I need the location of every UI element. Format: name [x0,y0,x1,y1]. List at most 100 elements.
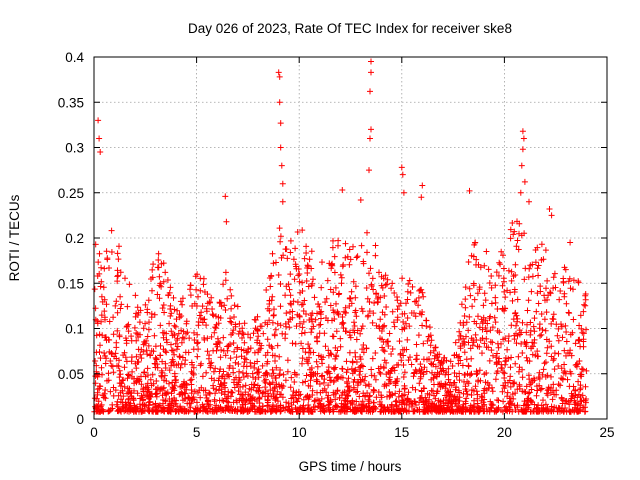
data-point [415,302,422,309]
data-point [287,237,294,244]
data-point [144,309,151,316]
data-point [306,256,313,263]
data-point [136,319,143,326]
data-point [403,300,409,307]
data-point [337,271,344,278]
data-point [487,313,494,320]
data-point [296,313,303,320]
data-point [418,194,425,201]
data-point [369,355,376,362]
data-point [426,396,433,403]
data-point [372,252,379,259]
data-point [158,283,165,290]
data-point [575,336,582,343]
data-point [433,373,440,380]
data-point [208,333,215,340]
data-point [126,395,133,402]
data-point [169,356,176,363]
data-point [287,249,294,256]
data-point [495,397,502,404]
data-point [550,311,557,318]
data-point [349,359,356,366]
data-point [368,283,375,289]
data-point [186,335,193,342]
data-point [578,373,585,380]
data-point [288,301,295,308]
data-point [214,335,221,342]
data-point [279,385,286,391]
data-point [540,397,546,404]
data-point [197,394,204,401]
data-point [386,374,393,381]
data-point [509,297,516,304]
data-point [535,262,542,269]
data-point [480,302,487,309]
data-point [428,387,435,394]
data-point [386,330,393,337]
data-point [271,306,277,313]
data-point [336,395,343,401]
data-point [360,363,366,370]
data-point [543,336,550,343]
data-point [161,408,168,415]
data-point [137,331,143,338]
data-point [174,307,181,314]
data-point [577,312,584,319]
data-point [551,350,558,357]
data-point [388,285,395,292]
data-point [264,336,271,343]
data-point [153,386,160,393]
data-point [130,397,137,404]
data-point [444,388,451,395]
data-point [511,332,518,339]
data-point [445,376,452,383]
data-point [551,270,558,277]
data-point [269,379,276,386]
data-point [254,337,261,344]
data-point [415,294,422,301]
data-point [327,286,334,293]
data-point [464,391,471,398]
data-point [483,248,490,255]
data-point [353,359,360,365]
data-point [94,408,101,415]
data-point [204,300,211,307]
data-point [194,353,201,360]
data-point [262,319,269,326]
data-point [504,287,511,294]
data-point [486,382,493,388]
data-point [372,242,379,249]
data-point [316,322,323,328]
data-point [507,226,514,233]
data-point [474,391,481,398]
data-point [114,327,121,334]
data-point [118,396,125,403]
data-point [346,388,353,395]
data-point [514,237,521,244]
data-point [168,310,175,317]
data-point [306,354,312,361]
data-point [289,308,296,315]
data-point [172,408,179,415]
data-point [158,373,165,380]
data-point [151,311,158,318]
y-tick-labels: 0 0.05 0.1 0.15 0.2 0.25 0.3 0.35 0.4 [58,50,85,427]
data-point [416,406,423,413]
data-point [115,256,122,263]
data-point [575,378,582,385]
data-point [101,296,108,303]
data-point [329,333,336,340]
data-point [251,381,257,388]
data-point [304,270,311,276]
data-point [151,332,158,339]
x-tick-label: 15 [394,425,409,440]
data-point [401,369,408,376]
data-point [282,407,288,414]
data-point [558,394,565,401]
data-point [331,377,338,384]
data-point [106,265,112,271]
data-point [131,324,138,331]
data-point [236,368,243,375]
data-point [276,372,283,379]
data-point [134,312,141,318]
